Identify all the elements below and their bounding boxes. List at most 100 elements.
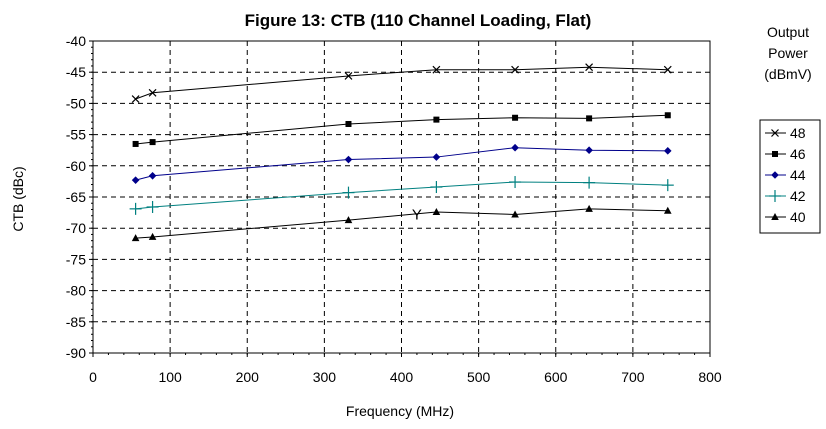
y-tick-label: -80 [66,283,86,299]
data-point [131,95,140,103]
data-point [509,176,522,189]
series-42 [129,176,674,215]
data-point [511,65,519,74]
data-point [129,202,142,215]
data-point [432,153,441,161]
data-point [432,207,441,215]
data-point [148,88,157,97]
data-point [433,116,440,123]
x-tick-label: 0 [89,369,97,385]
legend-marker [772,151,778,157]
legend-title-line: Power [768,45,808,61]
marker-stroke [585,63,594,72]
data-point [663,65,672,74]
legend-label: 42 [790,188,806,204]
data-point [149,139,156,146]
x-tick-label: 600 [544,369,568,385]
legend-item-48: 48 [765,125,806,141]
annotation-label: Y [412,206,422,223]
plot-border [92,40,711,354]
data-point [131,234,140,242]
x-axis-label: Frequency (MHz) [346,403,454,419]
axes [89,40,711,357]
legend-title-line: Output [767,24,809,40]
legend: 48 46 44 42 40 [759,119,821,234]
legend-label: 44 [790,167,806,183]
series-group [129,63,674,242]
legend-marker [771,171,779,179]
legend-title-line: (dBmV) [764,66,811,82]
marker-stroke [432,65,441,74]
data-point [585,63,594,72]
data-point [132,140,139,147]
data-point [586,115,593,122]
data-point [344,155,353,164]
y-tick-label: -45 [66,64,86,80]
data-point [345,120,352,127]
legend-marker [769,190,781,202]
data-point [344,216,353,224]
data-point [511,143,519,152]
legend-item-40: 40 [765,209,806,225]
data-point [583,176,596,189]
data-point [663,206,672,214]
data-point [148,232,157,240]
data-point [344,72,353,80]
grid-lines [93,41,710,353]
legend-title: Output Power (dBmV) [764,24,811,82]
y-tick-label: -60 [66,158,86,174]
data-point [663,147,672,155]
x-tick-label: 300 [313,369,337,385]
data-point [148,171,157,180]
marker-stroke [148,88,157,97]
marker-stroke [511,65,519,74]
legend-label: 40 [790,209,806,225]
x-tick-label: 400 [390,369,414,385]
series-line [135,66,668,100]
y-tick-label: -40 [66,33,86,49]
y-tick-label: -55 [66,127,86,143]
data-point [661,179,674,192]
data-point [585,146,593,154]
x-tick-label: 800 [698,369,722,385]
marker-stroke [663,65,672,74]
marker-stroke [344,72,353,80]
tick-labels: -40 -45 -50 -55 -60 -65 -70 -75 -80 -85 -900 100 200… [66,33,722,385]
y-tick-label: -75 [66,251,86,267]
data-point [585,204,593,212]
series-44 [131,143,672,184]
data-point [432,65,441,74]
legend-label: 48 [790,125,806,141]
legend-box [759,119,821,234]
y-tick-label: -85 [66,314,86,330]
y-tick-label: -70 [66,220,86,236]
y-tick-label: -90 [66,345,86,361]
y-tick-label: -50 [66,95,86,111]
legend-item-46: 46 [765,146,806,162]
marker-stroke [771,129,779,137]
y-tick-label: -65 [66,189,86,205]
data-point [131,176,140,184]
series-48 [131,63,672,103]
data-point [430,181,443,194]
legend-label: 46 [790,146,806,162]
annotations: Y [412,206,422,223]
data-point [342,186,355,199]
marker-stroke [131,95,140,103]
data-point [664,112,671,119]
series-40 [131,204,672,242]
data-point [146,200,159,213]
x-tick-label: 100 [158,369,182,385]
data-point [511,210,519,218]
legend-item-44: 44 [765,167,806,183]
series-46 [132,112,671,147]
data-point [512,114,519,121]
chart-title: Figure 13: CTB (110 Channel Loading, Fla… [245,11,592,30]
y-axis-label: CTB (dBc) [10,166,26,231]
legend-marker [771,129,779,137]
x-tick-label: 500 [467,369,491,385]
x-tick-label: 200 [236,369,260,385]
legend-marker [771,213,779,220]
legend-item-42: 42 [765,188,806,204]
